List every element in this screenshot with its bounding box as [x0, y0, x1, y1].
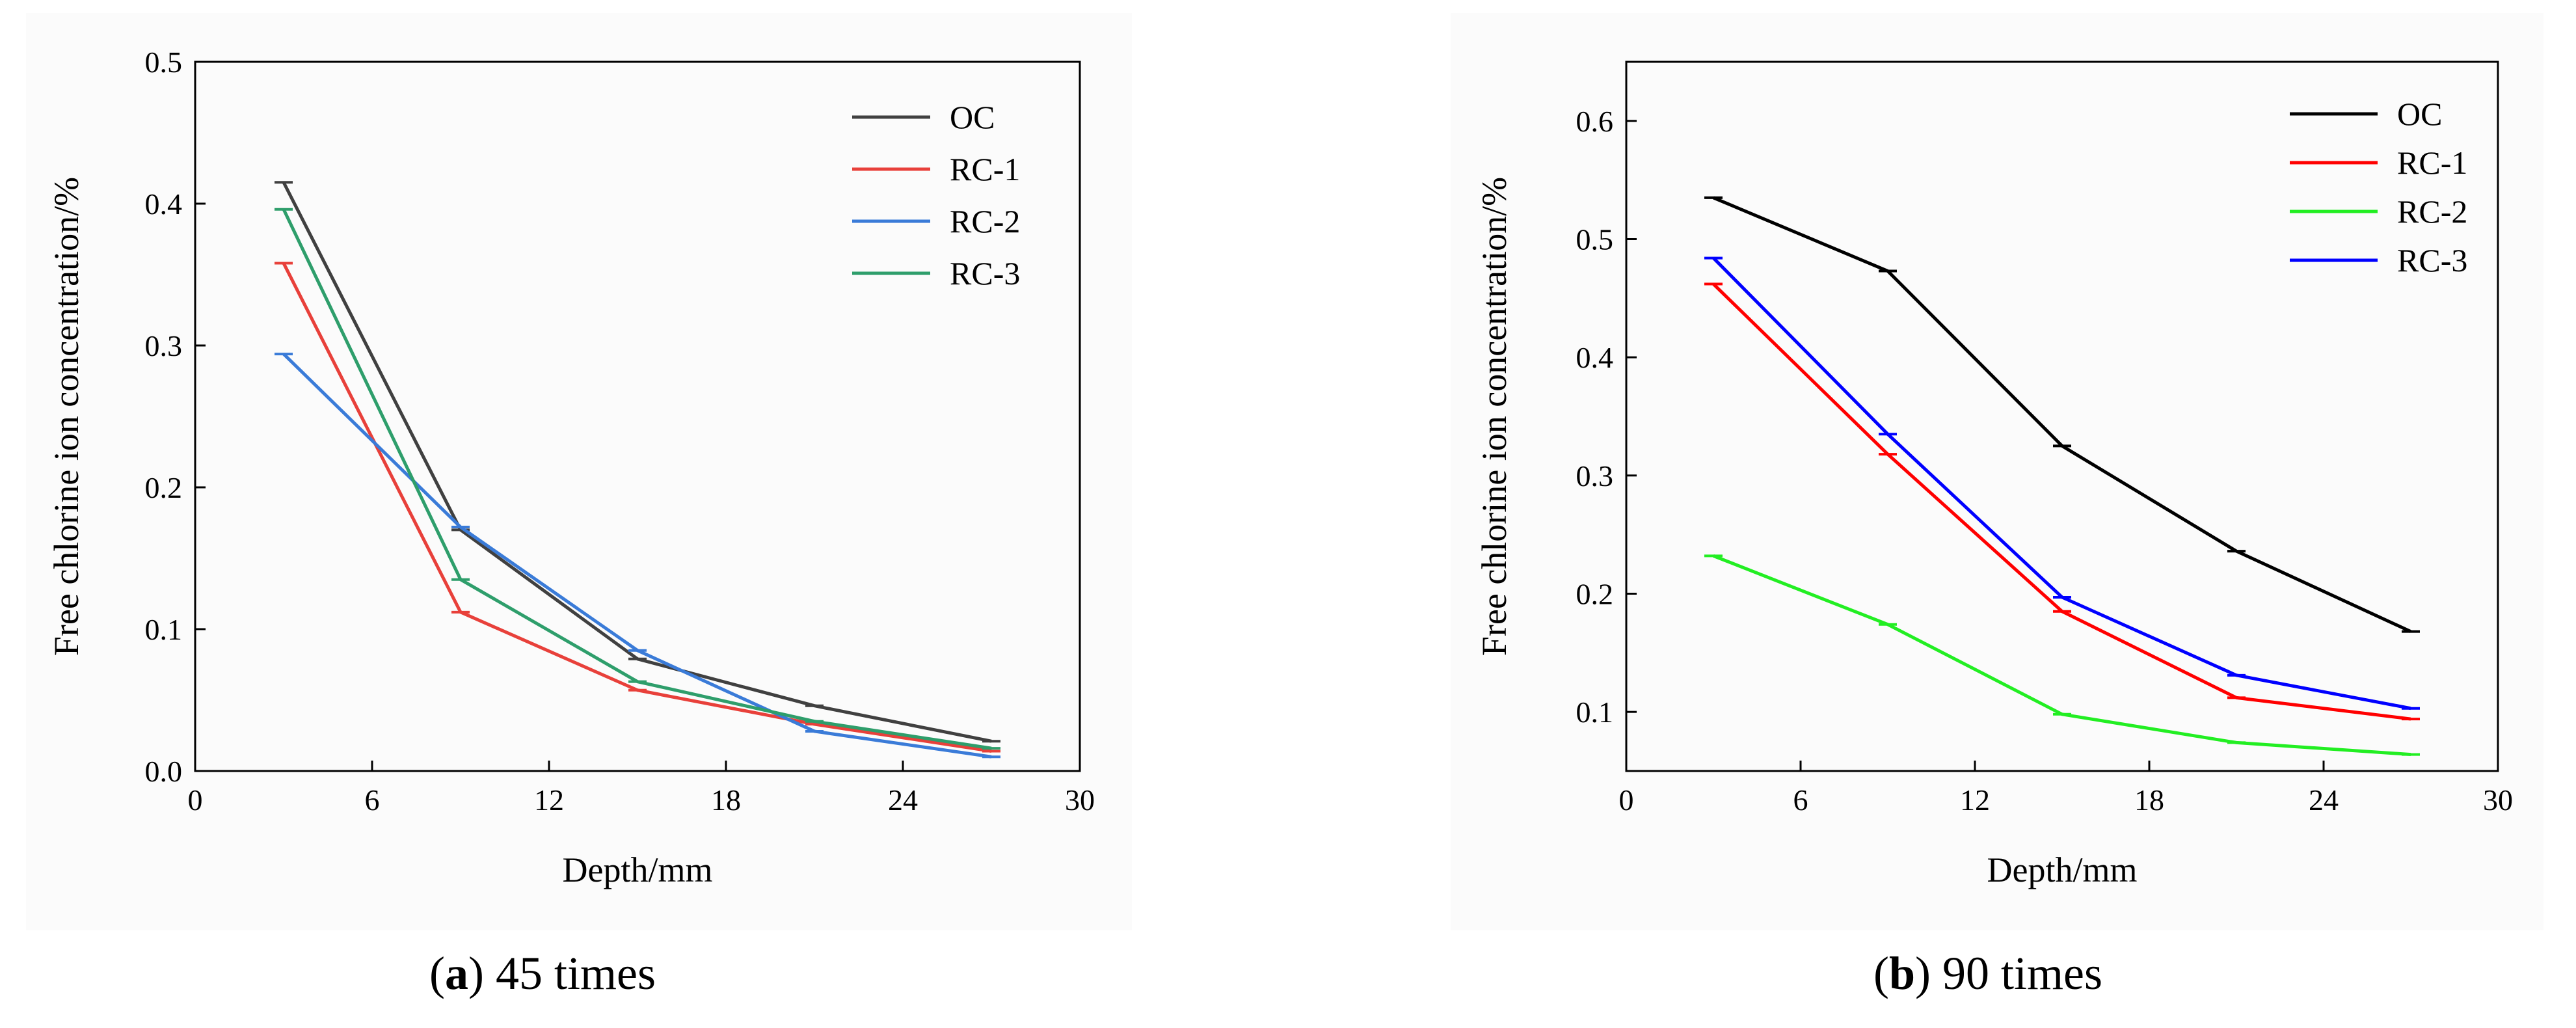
caption-text: 90 times	[1942, 947, 2103, 999]
legend-label: RC-3	[2397, 242, 2467, 278]
legend-label: RC-2	[950, 203, 1020, 239]
y-tick-label: 0.3	[1576, 459, 1614, 493]
y-tick-label: 0.2	[145, 471, 183, 504]
series-line-rc-1	[1712, 282, 2411, 721]
series-line-rc-1	[282, 262, 992, 753]
plot-background	[1451, 13, 2543, 930]
y-tick-label: 0.0	[145, 755, 183, 788]
x-tick-label: 18	[2134, 783, 2164, 817]
x-axis-title: Depth/mm	[563, 850, 713, 889]
plot-frame	[194, 61, 1081, 772]
chart-panel-b: 0 6 12 18 24 30 0.1 0.2 0.3 0.4 0.5 0.6 Depth/mm Free…	[1288, 0, 2576, 1028]
x-tick-label: 24	[888, 783, 918, 817]
chart-panel-a: 0 6 12 18 24 30 0.0 0.1 0.2 0.3 0.4 0.5 Depth/mm Free…	[26, 13, 1132, 999]
legend-label: OC	[950, 99, 995, 135]
x-tick-label: 18	[711, 783, 741, 817]
series-line-oc	[282, 182, 992, 743]
y-axis-title: Free chlorine ion concentration/%	[47, 177, 86, 656]
y-tick-label: 0.3	[145, 329, 183, 362]
x-tick-label: 0	[188, 783, 203, 817]
y-tick-label: 0.1	[1576, 696, 1614, 729]
series-line-rc-2	[282, 353, 992, 759]
x-tick-label: 12	[1960, 783, 1990, 817]
series-line-rc-3	[1712, 256, 2411, 710]
caption-text: 45 times	[495, 947, 656, 999]
plot-background	[26, 13, 1132, 930]
x-tick-label: 30	[1065, 783, 1095, 817]
y-tick-label: 0.4	[1576, 341, 1614, 374]
y-axis-title: Free chlorine ion concentration/%	[1475, 177, 1514, 656]
legend-label: OC	[2397, 96, 2442, 132]
series-line-oc	[1713, 196, 2412, 633]
x-tick-label: 0	[1619, 783, 1634, 817]
legend-label: RC-1	[2397, 144, 2467, 181]
line-chart-b: 0 6 12 18 24 30 0.1 0.2 0.3 0.4 0.5 0.6 Depth/mm Free…	[1475, 61, 2513, 889]
y-tick-label: 0.1	[145, 613, 183, 646]
y-tick-label: 0.2	[1576, 578, 1614, 611]
y-tick-label: 0.4	[145, 187, 183, 221]
caption-letter: a	[444, 947, 468, 999]
line-chart-a: 0 6 12 18 24 30 0.0 0.1 0.2 0.3 0.4 0.5 Depth/mm Free…	[47, 46, 1095, 889]
y-tick-label: 0.5	[145, 46, 183, 79]
caption-letter: b	[1888, 947, 1916, 999]
y-tick-label: 0.6	[1576, 105, 1614, 138]
x-tick-label: 6	[365, 783, 380, 817]
legend-label: RC-3	[950, 255, 1020, 291]
legend-label: RC-1	[950, 151, 1020, 187]
plot-frame	[1625, 61, 2499, 772]
series-line-rc-3	[282, 208, 992, 750]
x-axis-title: Depth/mm	[1987, 850, 2138, 889]
legend-label: RC-2	[2397, 193, 2467, 230]
caption-b: (b) 90 times	[1873, 947, 2103, 999]
x-tick-label: 30	[2483, 783, 2513, 817]
x-tick-label: 24	[2309, 783, 2339, 817]
x-tick-label: 6	[1793, 783, 1808, 817]
y-tick-label: 0.5	[1576, 223, 1614, 256]
caption-a: (a) 45 times	[429, 947, 656, 999]
series-line-rc-2	[1713, 554, 2411, 757]
x-tick-label: 12	[534, 783, 564, 817]
